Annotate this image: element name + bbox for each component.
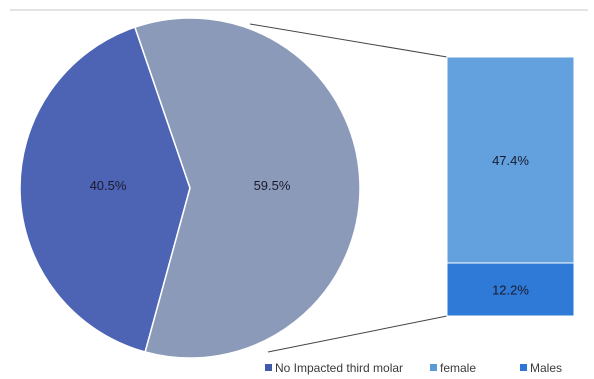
legend-label: female (440, 361, 476, 375)
pie-slice-impacted (133, 17, 361, 359)
connector-line-top (249, 23, 448, 58)
pie-label-impacted: 59.5% (254, 178, 291, 193)
legend-swatch (265, 364, 272, 371)
bar-label-males: 12.2% (492, 282, 529, 297)
bar-label-female: 47.4% (492, 153, 529, 168)
legend-label: Males (530, 361, 562, 375)
legend-label: No Impacted third molar (275, 361, 403, 375)
connector-line-bottom (267, 315, 448, 353)
pie-slice-no-impacted (19, 26, 191, 353)
legend-swatch (520, 364, 527, 371)
bar-segment-males (446, 262, 575, 317)
breakdown-bar: 47.4% 12.2% (446, 56, 575, 317)
connector-lines (249, 23, 448, 353)
legend-swatch (430, 364, 437, 371)
legend: No Impacted third molar female Males (265, 361, 562, 375)
pie-label-no-impacted: 40.5% (90, 178, 127, 193)
pie: 40.5% 59.5% (19, 17, 361, 359)
